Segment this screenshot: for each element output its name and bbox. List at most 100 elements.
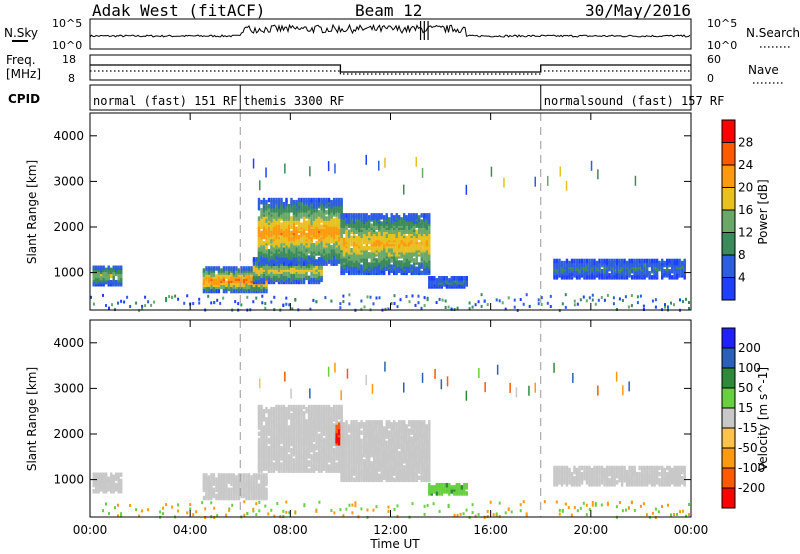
data-cell bbox=[250, 266, 253, 271]
data-cell bbox=[347, 469, 351, 474]
data-cell bbox=[393, 440, 396, 446]
data-cell bbox=[205, 491, 208, 497]
data-cell bbox=[235, 288, 238, 294]
data-cell bbox=[553, 258, 556, 264]
noise-trace bbox=[89, 21, 691, 40]
data-cell bbox=[390, 248, 393, 253]
data-cell bbox=[325, 255, 328, 260]
data-cell bbox=[327, 197, 331, 203]
data-cell bbox=[428, 280, 431, 285]
data-cell bbox=[115, 279, 118, 285]
data-cell bbox=[368, 469, 371, 474]
data-cell bbox=[385, 420, 388, 425]
data-cell bbox=[595, 266, 599, 272]
data-cell bbox=[393, 215, 396, 220]
data-cell bbox=[332, 447, 336, 453]
data-cell bbox=[638, 258, 641, 264]
data-cell bbox=[335, 212, 338, 217]
data-cell bbox=[352, 452, 356, 458]
data-cell bbox=[417, 294, 420, 298]
data-cell bbox=[350, 235, 353, 241]
data-cell bbox=[405, 295, 408, 298]
data-cell bbox=[305, 275, 308, 281]
data-cell bbox=[678, 262, 681, 268]
data-cell bbox=[260, 473, 263, 478]
data-cell bbox=[147, 300, 150, 304]
data-cell bbox=[355, 219, 358, 224]
data-cell bbox=[312, 437, 316, 443]
data-cell bbox=[398, 424, 401, 429]
data-cell bbox=[255, 296, 258, 300]
data-cell bbox=[265, 417, 268, 422]
data-cell bbox=[270, 271, 273, 276]
data-cell bbox=[310, 197, 313, 203]
data-cell bbox=[282, 464, 286, 469]
data-cell bbox=[380, 221, 383, 226]
data-cell bbox=[144, 295, 147, 299]
data-cell bbox=[398, 440, 401, 446]
data-cell bbox=[363, 305, 366, 309]
data-cell bbox=[102, 265, 105, 270]
data-cell bbox=[275, 206, 278, 211]
data-cell bbox=[679, 298, 681, 302]
data-cell bbox=[240, 473, 243, 478]
data-cell bbox=[337, 450, 341, 455]
data-cell bbox=[317, 265, 321, 270]
data-cell bbox=[290, 464, 293, 469]
data-cell bbox=[600, 273, 604, 278]
data-cell bbox=[350, 219, 353, 224]
data-cell bbox=[307, 255, 311, 260]
data-cell bbox=[282, 441, 286, 447]
data-cell bbox=[141, 307, 144, 311]
data-cell bbox=[370, 258, 373, 263]
data-cell bbox=[261, 301, 264, 305]
data-cell bbox=[225, 473, 228, 478]
data-cell bbox=[262, 433, 266, 438]
data-cell bbox=[312, 222, 316, 227]
data-cell bbox=[285, 302, 288, 306]
data-cell bbox=[332, 429, 336, 434]
data-cell bbox=[240, 266, 243, 271]
data-cell bbox=[450, 276, 453, 281]
data-cell bbox=[420, 306, 423, 310]
data-cell bbox=[295, 454, 298, 459]
data-cell bbox=[265, 199, 268, 205]
data-cell bbox=[320, 210, 323, 215]
cpid-segment-label: normal (fast) 151 RF bbox=[93, 94, 238, 108]
data-cell bbox=[342, 213, 346, 218]
data-cell bbox=[300, 261, 303, 266]
data-cell bbox=[435, 301, 438, 304]
data-cell bbox=[375, 430, 378, 435]
data-cell bbox=[375, 426, 378, 431]
data-cell bbox=[275, 413, 278, 418]
data-cell bbox=[385, 213, 388, 218]
data-cell bbox=[340, 404, 343, 410]
data-cell bbox=[623, 266, 626, 272]
data-cell bbox=[671, 269, 674, 274]
data-cell bbox=[300, 247, 303, 252]
data-cell bbox=[259, 180, 261, 191]
data-cell bbox=[408, 225, 411, 230]
data-cell bbox=[291, 307, 294, 311]
data-cell bbox=[215, 477, 218, 482]
data-cell bbox=[334, 163, 336, 174]
data-cell bbox=[575, 262, 579, 268]
data-cell bbox=[388, 420, 391, 425]
data-cell bbox=[369, 295, 372, 299]
data-cell bbox=[430, 276, 433, 281]
data-cell bbox=[215, 493, 218, 499]
data-cell bbox=[312, 247, 316, 252]
data-cell bbox=[275, 197, 278, 203]
data-cell bbox=[117, 265, 120, 270]
data-cell bbox=[292, 204, 296, 209]
data-cell bbox=[290, 261, 293, 266]
data-cell bbox=[388, 446, 391, 452]
data-cell bbox=[664, 305, 666, 309]
data-cell bbox=[383, 219, 386, 224]
data-cell bbox=[579, 298, 582, 302]
data-cell bbox=[688, 306, 690, 310]
data-cell bbox=[302, 265, 306, 270]
data-cell bbox=[297, 240, 301, 246]
data-cell bbox=[528, 304, 531, 308]
data-cell bbox=[305, 406, 308, 412]
